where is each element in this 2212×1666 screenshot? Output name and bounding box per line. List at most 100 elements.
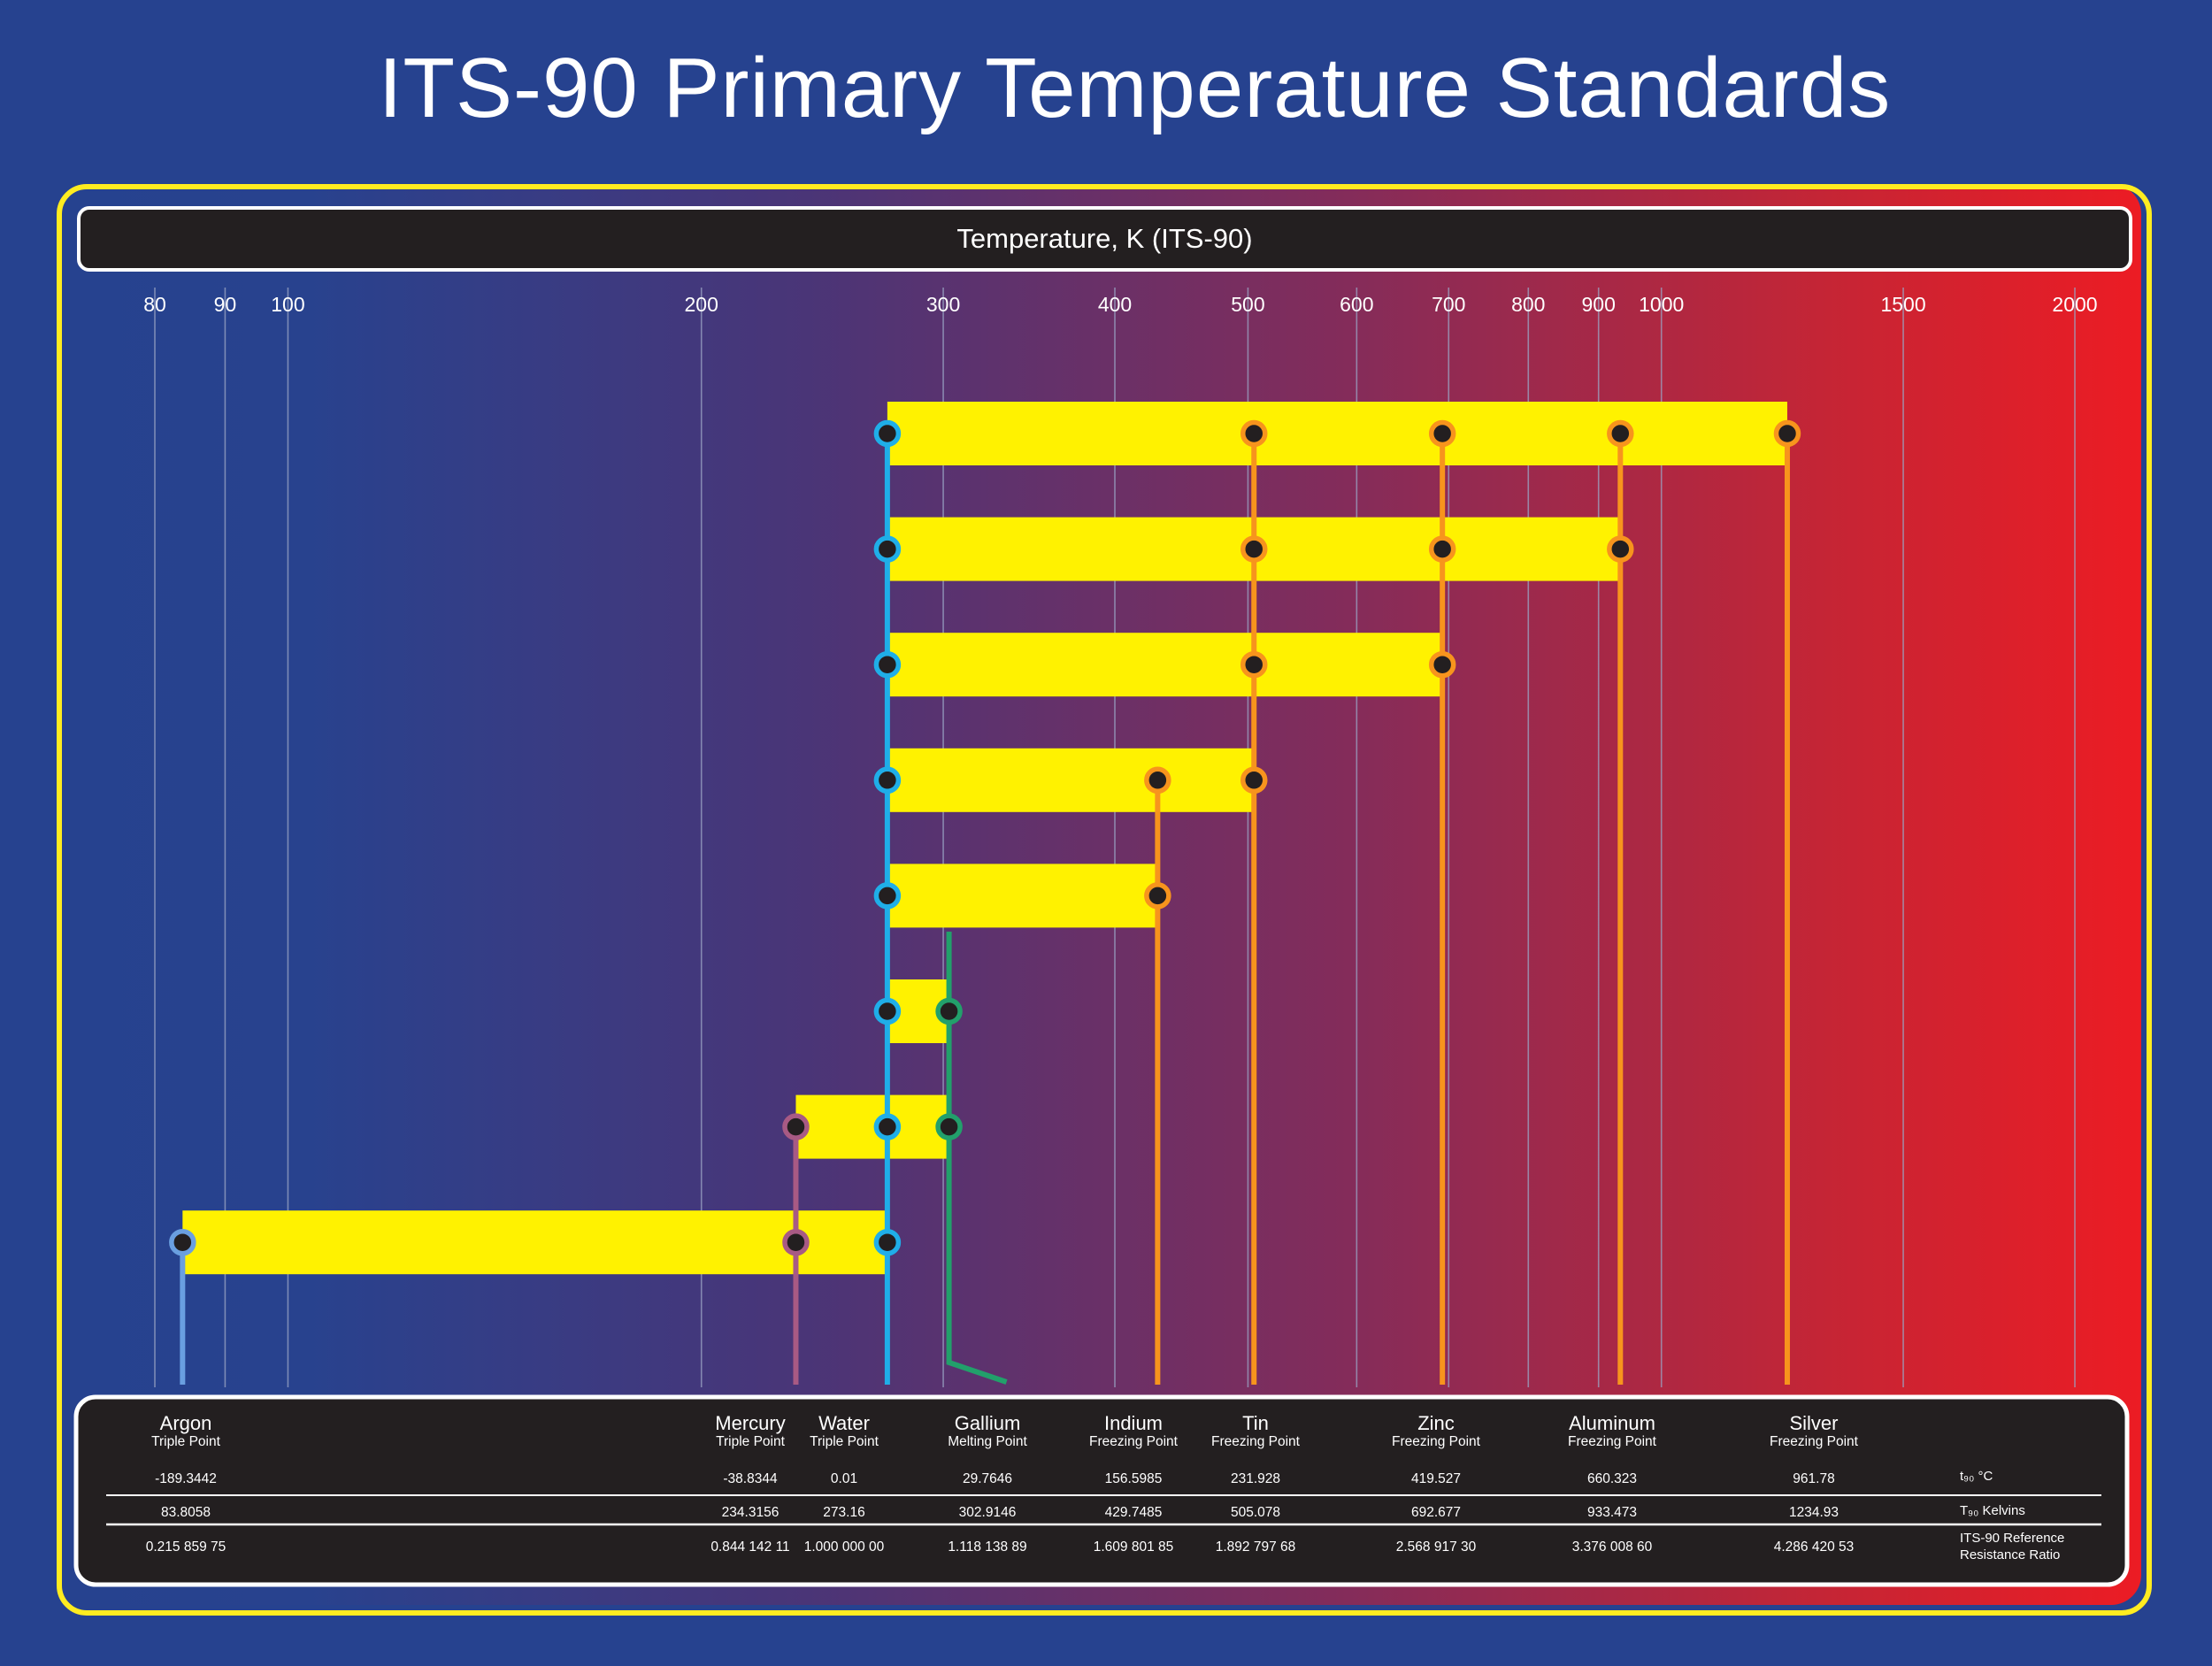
point-type-argon: Triple Point [151,1434,221,1449]
point-type-water: Triple Point [810,1434,879,1449]
tick-labels: 80 90 100 200 300 400 500 600 700 800 900 1000 1500 2… [143,293,2097,316]
point-name-indium: Indium [1104,1412,1163,1434]
range-bar-8 [182,1210,887,1275]
tick-label-700: 700 [1432,293,1465,316]
point-name-tin: Tin [1242,1412,1269,1434]
axis-label: Temperature, K (ITS-90) [77,206,2132,272]
celsius-value-indium: 156.5985 [1105,1471,1163,1486]
marker-tin-2 [1240,535,1268,563]
marker-tin-1 [1240,419,1268,448]
marker-indium-2 [1144,882,1171,910]
ratio-value-water: 1.000 000 00 [804,1539,885,1555]
point-name-water: Water [818,1412,870,1434]
range-bar-4 [887,748,1255,812]
kelvin-value-indium: 429.7485 [1105,1505,1163,1520]
marker-water-4 [873,766,902,795]
row-label-ratio-line2: Resistance Ratio [1960,1547,2060,1562]
ratio-value-argon: 0.215 859 75 [146,1539,227,1555]
marker-tin-3 [1240,650,1268,679]
ratio-value-zinc: 2.568 917 30 [1396,1539,1477,1555]
range-bar-5 [887,864,1158,928]
range-bar-1 [887,402,1787,465]
marker-water-8 [873,1228,902,1256]
kelvin-value-gallium: 302.9146 [959,1505,1017,1520]
kelvin-value-mercury: 234.3156 [722,1505,780,1520]
chart-title: ITS-90 Primary Temperature Standards [378,41,1892,135]
celsius-value-argon: -189.3442 [155,1471,217,1486]
row-label-celsius: t₉₀ °C [1960,1469,1993,1484]
ratio-value-mercury: 0.844 142 11 [710,1539,789,1555]
kelvin-value-aluminum: 933.473 [1587,1505,1637,1520]
tick-label-600: 600 [1340,293,1373,316]
marker-water-3 [873,650,902,679]
point-name-zinc: Zinc [1417,1412,1455,1434]
point-name-argon: Argon [160,1412,212,1434]
tick-label-2000: 2000 [2052,293,2097,316]
kelvin-value-argon: 83.8058 [161,1505,211,1520]
celsius-value-tin: 231.928 [1231,1471,1280,1486]
point-name-mercury: Mercury [715,1412,785,1434]
celsius-value-silver: 961.78 [1793,1471,1834,1486]
marker-zinc-1 [1428,419,1456,448]
marker-argon-1 [169,1228,196,1256]
fixed-point-markers [169,419,1801,1256]
marker-water-7 [873,1113,902,1140]
tick-label-900: 900 [1581,293,1615,316]
point-name-silver: Silver [1789,1412,1838,1434]
celsius-value-gallium: 29.7646 [963,1471,1012,1486]
range-bar-3 [887,633,1443,697]
tick-label-90: 90 [214,293,237,316]
point-type-silver: Freezing Point [1770,1434,1859,1449]
point-name-aluminum: Aluminum [1569,1412,1655,1434]
kelvin-value-zinc: 692.677 [1411,1505,1461,1520]
ratio-value-silver: 4.286 420 53 [1774,1539,1855,1555]
marker-mercury-1 [782,1113,810,1140]
kelvin-value-silver: 1234.93 [1789,1505,1839,1520]
tick-label-200: 200 [685,293,718,316]
celsius-value-mercury: -38.8344 [723,1471,778,1486]
point-type-indium: Freezing Point [1089,1434,1179,1449]
tick-label-800: 800 [1511,293,1545,316]
marker-gallium-2 [935,1113,963,1140]
tick-label-500: 500 [1231,293,1264,316]
marker-aluminum-1 [1607,419,1634,448]
kelvin-value-water: 273.16 [823,1505,864,1520]
point-name-gallium: Gallium [955,1412,1021,1434]
ratio-value-gallium: 1.118 138 89 [948,1539,1026,1555]
point-type-mercury: Triple Point [716,1434,786,1449]
marker-water-1 [873,419,902,448]
range-bar-7 [795,1094,949,1159]
tick-label-1500: 1500 [1880,293,1925,316]
celsius-value-water: 0.01 [831,1471,857,1486]
point-type-aluminum: Freezing Point [1568,1434,1657,1449]
marker-zinc-3 [1428,650,1456,679]
marker-indium-1 [1144,766,1171,795]
point-type-tin: Freezing Point [1211,1434,1301,1449]
tick-label-1000: 1000 [1639,293,1684,316]
marker-water-6 [873,997,902,1025]
ratio-value-tin: 1.892 797 68 [1216,1539,1296,1555]
fixed-point-stems [180,434,1790,1385]
marker-silver-1 [1773,419,1801,448]
marker-aluminum-2 [1607,535,1634,563]
row-label-kelvin: T₉₀ Kelvins [1960,1503,2025,1518]
marker-mercury-2 [782,1228,810,1256]
stem-gallium [946,932,1008,1385]
row-label-ratio-line1: ITS-90 Reference [1960,1531,2064,1546]
table-panel [73,1394,2130,1587]
celsius-value-zinc: 419.527 [1411,1471,1461,1486]
kelvin-value-tin: 505.078 [1231,1505,1280,1520]
marker-water-5 [873,882,902,910]
celsius-value-aluminum: 660.323 [1587,1471,1637,1486]
marker-water-2 [873,535,902,563]
tick-label-300: 300 [926,293,960,316]
tick-label-400: 400 [1098,293,1132,316]
marker-tin-4 [1240,766,1268,795]
grid-lines [154,288,2076,1387]
ratio-value-aluminum: 3.376 008 60 [1572,1539,1653,1555]
point-type-gallium: Melting Point [948,1434,1027,1449]
tick-label-100: 100 [271,293,304,316]
tick-label-80: 80 [143,293,166,316]
